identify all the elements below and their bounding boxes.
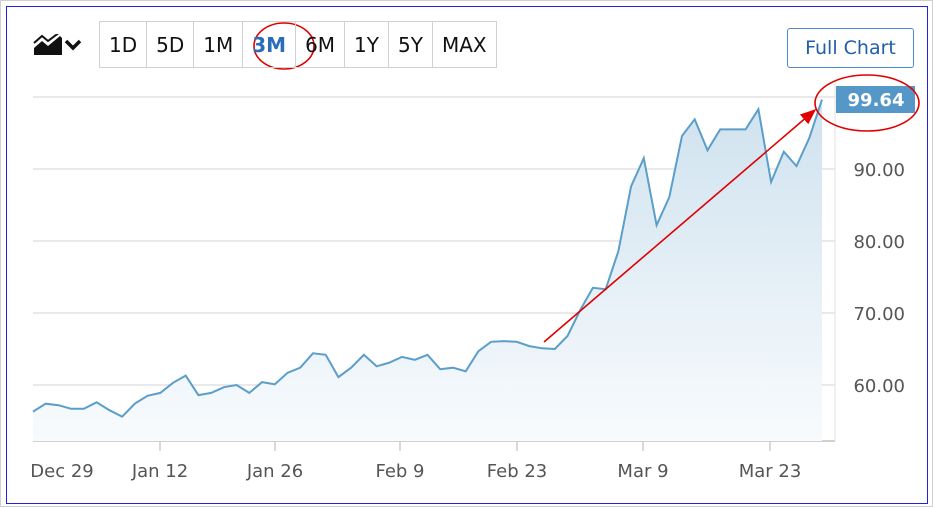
y-tick-label: 90.00	[853, 160, 905, 181]
y-tick-label: 60.00	[853, 376, 905, 397]
range-button-1y[interactable]: 1Y	[344, 22, 388, 67]
range-button-5y[interactable]: 5Y	[388, 22, 432, 67]
chart-toolbar: 1D 5D 1M 3M 6M 1Y 5Y MAX	[33, 21, 497, 68]
x-tick-label: Jan 12	[131, 461, 188, 482]
range-button-3m[interactable]: 3M	[242, 22, 295, 67]
x-tick-label: Feb 23	[487, 461, 548, 482]
annotation-circle-3m	[253, 22, 315, 70]
last-value-label: 99.64	[848, 90, 905, 111]
chevron-down-icon	[64, 39, 82, 50]
range-button-max[interactable]: MAX	[431, 22, 496, 67]
range-button-6m[interactable]: 6M	[295, 22, 344, 67]
x-tick-label: Mar 23	[739, 461, 802, 482]
chart-type-dropdown[interactable]	[33, 22, 95, 67]
y-tick-label: 70.00	[853, 304, 905, 325]
range-button-5d[interactable]: 5D	[146, 22, 193, 67]
x-tick-label: Jan 26	[246, 461, 303, 482]
price-line	[32, 99, 823, 418]
x-tick-label: Mar 9	[617, 461, 668, 482]
last-value-badge	[836, 86, 915, 113]
annotation-arrow	[543, 108, 817, 343]
x-tick-label: Feb 9	[375, 461, 424, 482]
range-selector: 1D 5D 1M 3M 6M 1Y 5Y MAX	[99, 21, 497, 68]
area-chart-icon	[33, 33, 62, 55]
range-button-1m[interactable]: 1M	[193, 22, 242, 67]
annotation-circle-value	[814, 74, 920, 132]
x-tick-label: Dec 29	[30, 461, 93, 482]
range-button-1d[interactable]: 1D	[109, 32, 138, 57]
full-chart-button[interactable]: Full Chart	[787, 28, 914, 68]
y-tick-label: 80.00	[853, 232, 905, 253]
highlight-border	[6, 6, 928, 504]
price-area	[33, 99, 822, 441]
